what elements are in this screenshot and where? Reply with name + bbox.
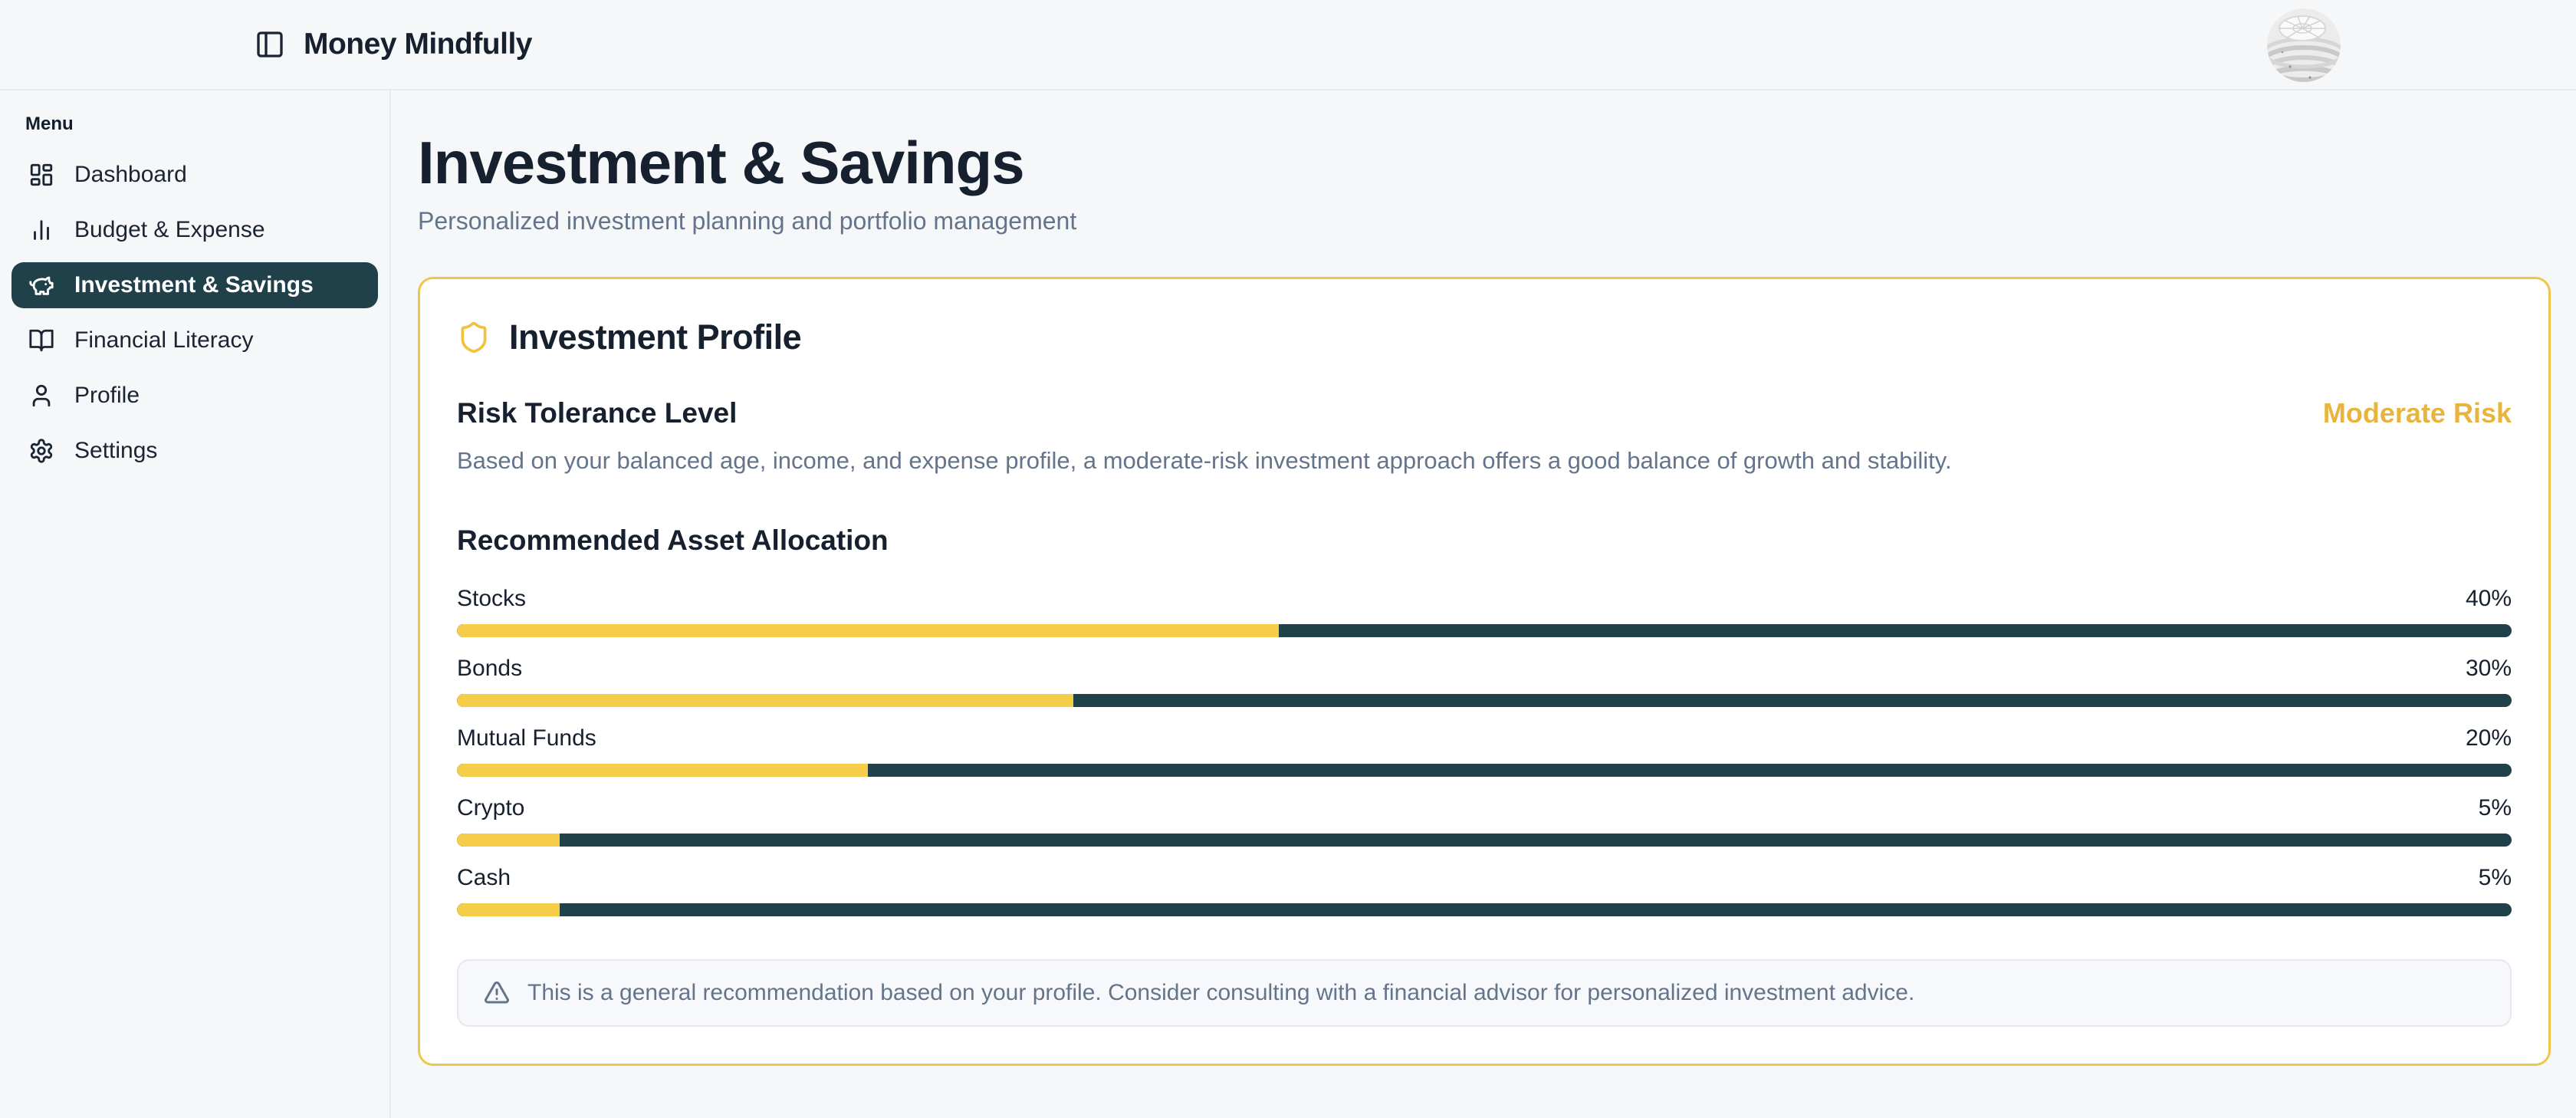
advisor-note: This is a general recommendation based o… bbox=[457, 959, 2512, 1027]
sidebar-item-financial-literacy[interactable]: Financial Literacy bbox=[12, 317, 378, 363]
sidebar-item-label: Financial Literacy bbox=[74, 327, 254, 353]
allocation-bar-fill bbox=[457, 763, 868, 777]
risk-tolerance-heading: Risk Tolerance Level bbox=[457, 396, 738, 429]
gear-icon bbox=[30, 439, 53, 463]
sidebar-toggle-button[interactable] bbox=[247, 21, 293, 67]
warning-triangle-icon bbox=[484, 981, 510, 1004]
sidebar-item-label: Settings bbox=[74, 438, 158, 463]
sidebar-section-label: Menu bbox=[25, 113, 74, 134]
allocation-bar-fill bbox=[457, 833, 560, 847]
allocation-bar-track bbox=[457, 833, 2512, 847]
sidebar-item-label: Profile bbox=[74, 383, 140, 408]
advisor-note-text: This is a general recommendation based o… bbox=[527, 979, 1915, 1005]
allocation-percent: 5% bbox=[2478, 794, 2512, 820]
main-content: Investment & Savings Personalized invest… bbox=[391, 90, 2576, 1118]
page-title: Investment & Savings bbox=[418, 129, 1025, 196]
allocation-percent: 30% bbox=[2465, 655, 2512, 681]
risk-level-badge: Moderate Risk bbox=[2322, 396, 2512, 429]
allocation-bar-track bbox=[457, 903, 2512, 916]
allocation-bar-fill bbox=[457, 903, 560, 916]
allocation-bar-fill bbox=[457, 693, 1073, 707]
allocation-bar-track bbox=[457, 623, 2512, 637]
book-open-icon bbox=[29, 329, 54, 352]
investment-profile-card: Investment Profile Risk Tolerance Level … bbox=[418, 276, 2551, 1066]
risk-tolerance-row: Risk Tolerance Level Moderate Risk bbox=[457, 397, 2512, 429]
sidebar-item-label: Budget & Expense bbox=[74, 217, 265, 242]
sidebar-item-label: Dashboard bbox=[74, 162, 187, 187]
panel-left-icon bbox=[257, 31, 283, 58]
allocation-row-crypto: Crypto 5% bbox=[457, 795, 2512, 847]
bar-chart-icon bbox=[34, 220, 49, 240]
page-subtitle: Personalized investment planning and por… bbox=[418, 206, 1077, 235]
allocation-percent: 5% bbox=[2478, 864, 2512, 890]
sidebar-item-label: Investment & Savings bbox=[74, 272, 314, 298]
card-title: Investment Profile bbox=[509, 317, 802, 357]
allocation-bar-fill bbox=[457, 623, 1279, 637]
risk-description: Based on your balanced age, income, and … bbox=[457, 446, 1952, 474]
avatar-image bbox=[2267, 8, 2341, 82]
allocation-row-mutual-funds: Mutual Funds 20% bbox=[457, 725, 2512, 777]
allocation-label: Mutual Funds bbox=[457, 725, 596, 751]
dashboard-icon bbox=[30, 163, 53, 186]
shield-icon bbox=[461, 321, 487, 353]
sidebar-item-profile[interactable]: Profile bbox=[12, 373, 378, 419]
allocation-bar-track bbox=[457, 763, 2512, 777]
allocation-label: Stocks bbox=[457, 585, 527, 611]
allocation-row-bonds: Bonds 30% bbox=[457, 656, 2512, 707]
sidebar-item-budget-expense[interactable]: Budget & Expense bbox=[12, 207, 378, 253]
sidebar-nav: Dashboard Budget & Expense Investment & … bbox=[12, 152, 378, 474]
sidebar-item-dashboard[interactable]: Dashboard bbox=[12, 152, 378, 198]
user-avatar[interactable] bbox=[2267, 8, 2341, 82]
app-header: Money Mindfully bbox=[0, 0, 2576, 90]
allocation-label: Cash bbox=[457, 864, 511, 890]
sidebar-item-investment-savings[interactable]: Investment & Savings bbox=[12, 262, 378, 308]
allocation-row-cash: Cash 5% bbox=[457, 865, 2512, 916]
allocation-list: Stocks 40% Bonds 30% bbox=[457, 586, 2512, 916]
app-title: Money Mindfully bbox=[304, 28, 533, 61]
allocation-label: Crypto bbox=[457, 794, 525, 820]
piggy-bank-icon bbox=[29, 276, 54, 295]
allocation-label: Bonds bbox=[457, 655, 523, 681]
sidebar-item-settings[interactable]: Settings bbox=[12, 428, 378, 474]
allocation-row-stocks: Stocks 40% bbox=[457, 586, 2512, 637]
allocation-heading: Recommended Asset Allocation bbox=[457, 524, 889, 556]
allocation-percent: 20% bbox=[2465, 725, 2512, 751]
user-icon bbox=[32, 384, 51, 407]
allocation-percent: 40% bbox=[2465, 585, 2512, 611]
card-header: Investment Profile bbox=[457, 317, 2512, 357]
sidebar: Menu Dashboard Budget & Expense bbox=[0, 90, 391, 1118]
allocation-bar-track bbox=[457, 693, 2512, 707]
